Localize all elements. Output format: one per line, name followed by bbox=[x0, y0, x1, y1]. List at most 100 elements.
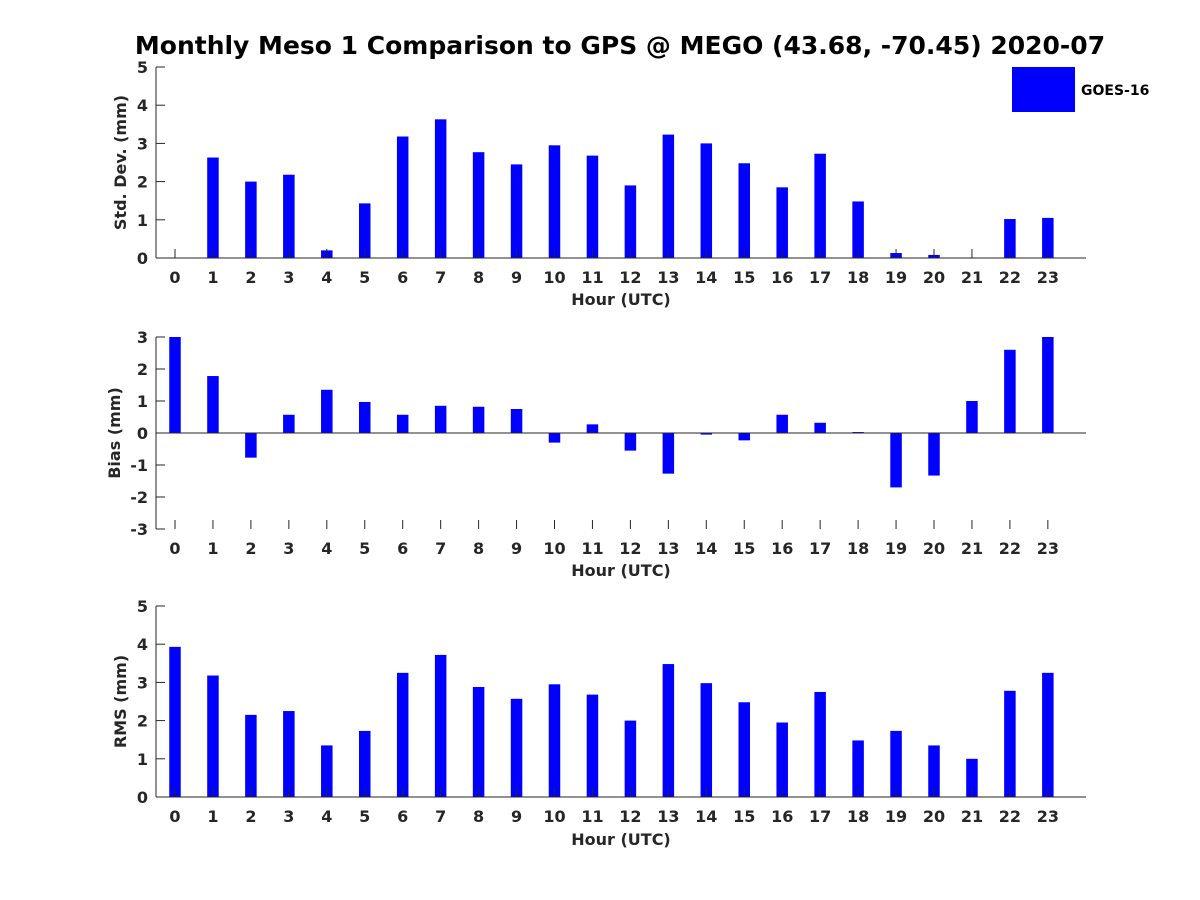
std-dev-y-tick-label: 5 bbox=[137, 58, 148, 77]
rms-x-tick-label: 5 bbox=[359, 807, 370, 826]
rms-y-tick-label: 5 bbox=[137, 597, 148, 616]
rms-x-tick-label: 6 bbox=[397, 807, 408, 826]
bias-bar-hour-8 bbox=[472, 406, 485, 433]
rms-x-tick-label: 2 bbox=[245, 807, 256, 826]
std-dev-y-tick-label: 1 bbox=[137, 211, 148, 230]
std-dev-x-tick-label: 6 bbox=[397, 268, 408, 287]
bias-bar-hour-21 bbox=[966, 401, 978, 433]
rms-bar-hour-10 bbox=[548, 684, 561, 797]
bias-x-tick-label: 7 bbox=[435, 539, 446, 558]
bias-bar-hour-14 bbox=[700, 433, 713, 435]
std-dev-bar-hour-8 bbox=[472, 152, 485, 258]
bias-y-tick-label: -3 bbox=[130, 520, 148, 539]
std-dev-y-tick-label: 3 bbox=[137, 134, 148, 153]
rms-bar-hour-1 bbox=[207, 675, 219, 797]
std-dev-y-tick-label: 0 bbox=[137, 249, 148, 268]
legend: GOES-16 bbox=[1012, 67, 1149, 112]
bias-y-tick-label: 1 bbox=[137, 392, 148, 411]
rms-x-axis-label: Hour (UTC) bbox=[571, 830, 671, 849]
bias-bar-hour-22 bbox=[1004, 349, 1016, 433]
bias-bar-hour-16 bbox=[776, 414, 788, 433]
rms-x-tick-label: 13 bbox=[657, 807, 679, 826]
std-dev-x-tick-label: 11 bbox=[581, 268, 603, 287]
bias-y-axis-label: Bias (mm) bbox=[105, 387, 124, 479]
bias-x-tick-label: 11 bbox=[581, 539, 603, 558]
bias-y-tick-label: -2 bbox=[130, 488, 148, 507]
std-dev-x-tick-label: 10 bbox=[543, 268, 565, 287]
bias-x-tick-label: 10 bbox=[543, 539, 565, 558]
std-dev-x-tick-label: 16 bbox=[771, 268, 793, 287]
std-dev-x-tick-label: 13 bbox=[657, 268, 679, 287]
std-dev-x-tick-label: 15 bbox=[733, 268, 755, 287]
rms-x-tick-label: 9 bbox=[511, 807, 522, 826]
std-dev-x-tick-label: 3 bbox=[283, 268, 294, 287]
bias-bar-hour-12 bbox=[624, 433, 637, 451]
std-dev-x-tick-label: 8 bbox=[473, 268, 484, 287]
rms-x-tick-label: 8 bbox=[473, 807, 484, 826]
bias-x-tick-label: 5 bbox=[359, 539, 370, 558]
rms-x-tick-label: 21 bbox=[961, 807, 983, 826]
bias-bar-hour-3 bbox=[283, 414, 295, 433]
bias-x-tick-label: 12 bbox=[619, 539, 641, 558]
bias-x-tick-label: 1 bbox=[207, 539, 218, 558]
rms-y-tick-label: 1 bbox=[137, 750, 148, 769]
rms-x-tick-label: 1 bbox=[207, 807, 218, 826]
rms-bar-hour-3 bbox=[283, 711, 295, 797]
bias-x-tick-label: 4 bbox=[321, 539, 332, 558]
std-dev-bar-hour-1 bbox=[207, 157, 219, 258]
std-dev-bar-hour-6 bbox=[396, 136, 409, 258]
std-dev-bar-hour-17 bbox=[814, 153, 826, 258]
std-dev-bar-hour-16 bbox=[776, 187, 788, 258]
bias-x-tick-label: 21 bbox=[961, 539, 983, 558]
rms-y-tick-label: 4 bbox=[137, 635, 148, 654]
std-dev-bar-hour-15 bbox=[738, 163, 750, 258]
rms-bar-hour-20 bbox=[928, 745, 940, 797]
rms-y-tick-label: 2 bbox=[137, 712, 148, 731]
std-dev-x-tick-label: 19 bbox=[885, 268, 907, 287]
rms-bar-hour-18 bbox=[852, 740, 864, 797]
std-dev-x-tick-label: 12 bbox=[619, 268, 641, 287]
legend-label: GOES-16 bbox=[1081, 83, 1149, 99]
std-dev-y-axis-label: Std. Dev. (mm) bbox=[111, 95, 130, 230]
rms-bar-hour-22 bbox=[1004, 690, 1016, 797]
rms-bar-hour-15 bbox=[738, 702, 750, 797]
rms-x-tick-label: 0 bbox=[169, 807, 180, 826]
bias-bar-hour-4 bbox=[321, 389, 333, 433]
bias-x-tick-label: 17 bbox=[809, 539, 831, 558]
rms-bar-hour-8 bbox=[472, 686, 485, 797]
std-dev-bar-hour-14 bbox=[700, 143, 713, 258]
rms-x-tick-label: 18 bbox=[847, 807, 869, 826]
std-dev-x-tick-label: 23 bbox=[1037, 268, 1059, 287]
bias-x-tick-label: 13 bbox=[657, 539, 679, 558]
std-dev-bar-hour-23 bbox=[1042, 217, 1054, 258]
rms-bar-hour-17 bbox=[814, 691, 826, 797]
rms-x-tick-label: 16 bbox=[771, 807, 793, 826]
rms-x-tick-label: 17 bbox=[809, 807, 831, 826]
rms-bar-hour-4 bbox=[321, 745, 333, 797]
rms-bar-hour-14 bbox=[700, 683, 713, 797]
std-dev-x-tick-label: 22 bbox=[999, 268, 1021, 287]
bias-x-tick-label: 22 bbox=[999, 539, 1021, 558]
bias-bar-hour-19 bbox=[890, 433, 902, 488]
std-dev-y-tick-label: 2 bbox=[137, 173, 148, 192]
bias-x-tick-label: 23 bbox=[1037, 539, 1059, 558]
bias-bar-hour-9 bbox=[510, 409, 523, 433]
rms-x-tick-label: 23 bbox=[1037, 807, 1059, 826]
bias-y-tick-label: 0 bbox=[137, 424, 148, 443]
bias-bar-hour-20 bbox=[928, 433, 940, 476]
std-dev-bar-hour-7 bbox=[434, 119, 447, 258]
rms-bar-hour-23 bbox=[1042, 672, 1054, 797]
rms-bar-hour-0 bbox=[169, 646, 181, 797]
bias-bar-hour-2 bbox=[245, 433, 257, 458]
rms-bar-hour-12 bbox=[624, 720, 637, 797]
rms-bar-hour-9 bbox=[510, 698, 523, 797]
bias-bar-hour-1 bbox=[207, 376, 219, 433]
std-dev-x-tick-label: 18 bbox=[847, 268, 869, 287]
rms-x-tick-label: 4 bbox=[321, 807, 332, 826]
std-dev-x-tick-label: 9 bbox=[511, 268, 522, 287]
bias-x-tick-label: 3 bbox=[283, 539, 294, 558]
rms-bar-hour-11 bbox=[586, 694, 599, 797]
bias-x-axis-label: Hour (UTC) bbox=[571, 561, 671, 580]
